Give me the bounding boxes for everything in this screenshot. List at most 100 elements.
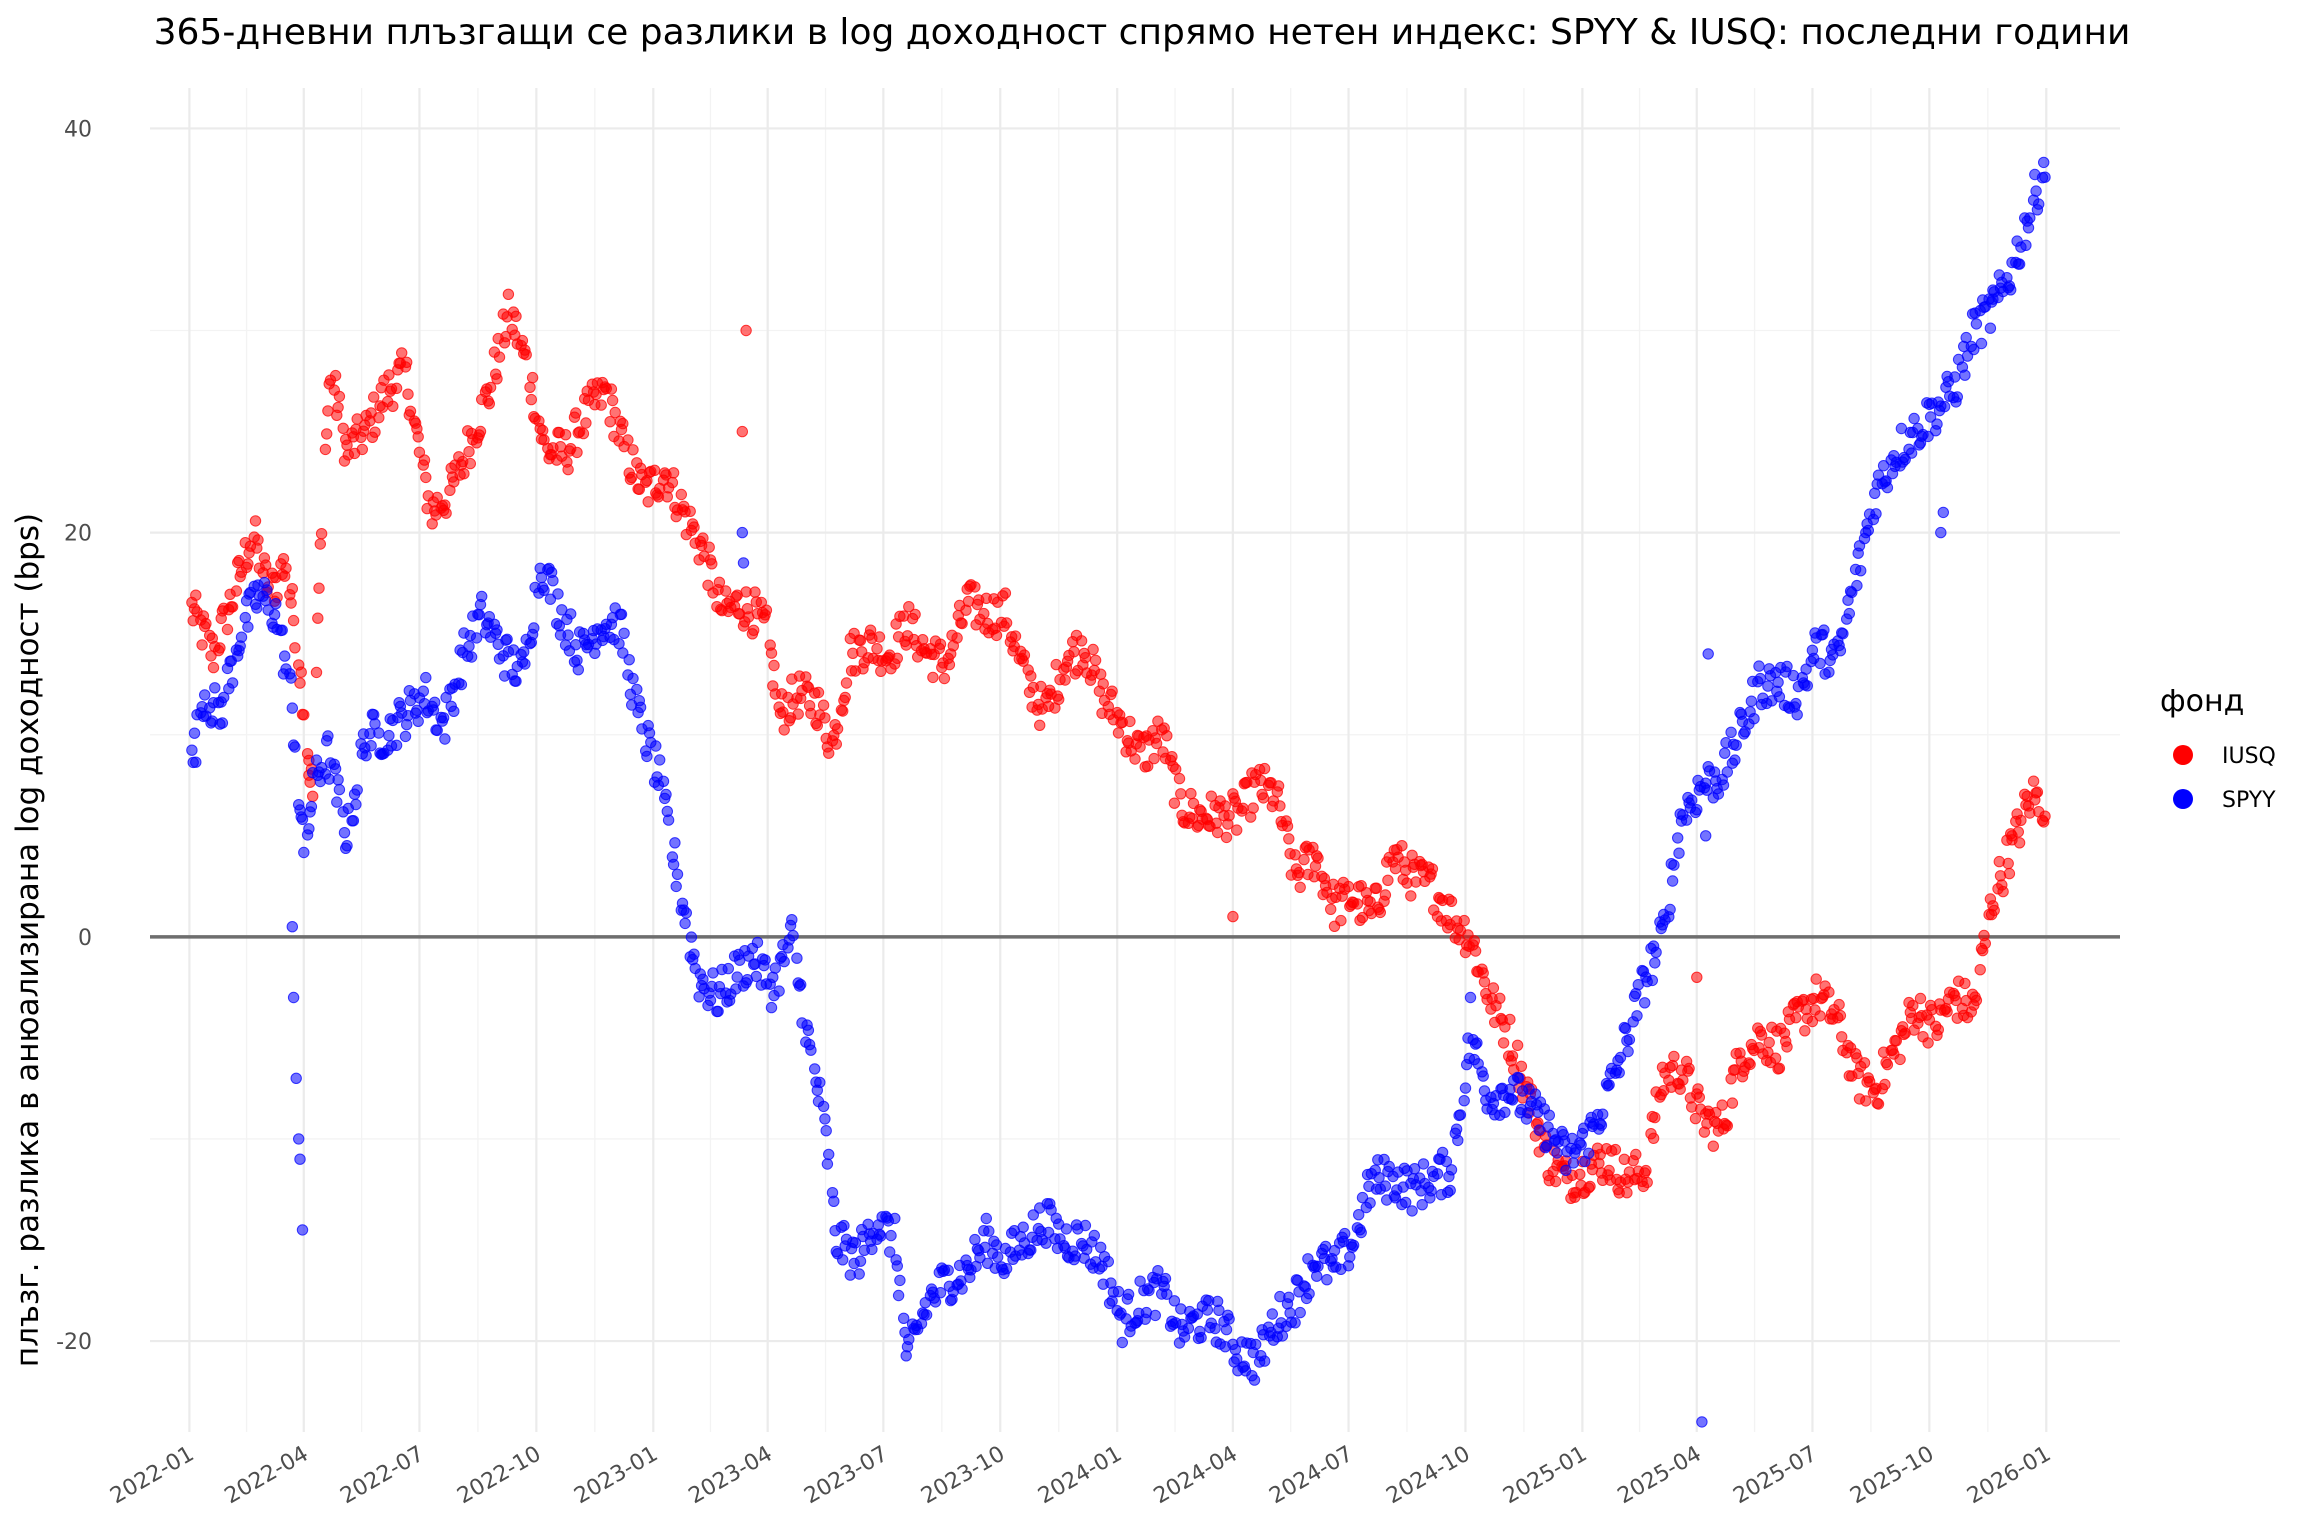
data-point bbox=[1614, 1051, 1627, 1064]
data-point bbox=[759, 954, 771, 966]
data-point bbox=[1168, 797, 1181, 809]
data-point bbox=[1017, 1221, 1029, 1233]
data-point bbox=[641, 750, 653, 763]
data-point bbox=[693, 991, 705, 1003]
data-point bbox=[713, 576, 726, 588]
data-point bbox=[1220, 1323, 1233, 1336]
legend-label-spyy: SPYY bbox=[2222, 788, 2276, 813]
data-point bbox=[909, 608, 921, 621]
data-point bbox=[760, 604, 773, 616]
data-point bbox=[333, 390, 346, 403]
data-point bbox=[875, 665, 887, 677]
data-point bbox=[777, 706, 789, 718]
data-point bbox=[1431, 1168, 1444, 1180]
data-point bbox=[491, 624, 503, 636]
data-point bbox=[903, 601, 915, 613]
data-point bbox=[296, 1224, 309, 1236]
data-point bbox=[296, 813, 309, 825]
data-point bbox=[1987, 284, 1999, 296]
data-point bbox=[368, 391, 380, 403]
data-point bbox=[802, 1024, 815, 1037]
x-tick-label: 2025-10 bbox=[1846, 1442, 1938, 1510]
data-point bbox=[1781, 1041, 1793, 1053]
data-point bbox=[1683, 1062, 1695, 1075]
data-point bbox=[1000, 1263, 1013, 1275]
data-point bbox=[642, 496, 654, 508]
y-tick-label: 20 bbox=[64, 522, 92, 547]
data-point bbox=[289, 741, 301, 753]
data-point bbox=[1550, 1175, 1562, 1188]
data-point bbox=[524, 381, 536, 393]
data-point bbox=[1112, 1285, 1125, 1298]
data-point bbox=[866, 1243, 878, 1256]
data-point bbox=[1597, 1108, 1609, 1120]
data-point bbox=[823, 1148, 835, 1161]
data-point bbox=[518, 646, 530, 658]
data-point bbox=[999, 587, 1012, 599]
data-point bbox=[1970, 994, 1983, 1007]
y-tick-label: 40 bbox=[64, 117, 92, 142]
data-point bbox=[654, 754, 666, 766]
legend-title: фонд bbox=[2160, 684, 2244, 719]
data-point bbox=[1984, 322, 1997, 334]
data-point bbox=[1379, 889, 1392, 901]
data-point bbox=[350, 798, 362, 811]
data-point bbox=[1668, 859, 1680, 871]
data-point bbox=[332, 774, 344, 786]
data-point bbox=[2039, 171, 2051, 183]
data-point bbox=[854, 634, 867, 647]
data-point bbox=[1468, 935, 1481, 947]
data-point bbox=[740, 324, 752, 337]
data-point bbox=[1647, 1132, 1660, 1145]
data-point bbox=[1223, 810, 1235, 822]
data-point bbox=[520, 349, 532, 361]
data-point bbox=[1445, 895, 1458, 907]
data-point bbox=[1079, 652, 1092, 664]
data-point bbox=[1134, 741, 1146, 753]
data-point bbox=[1321, 1274, 1333, 1286]
data-point bbox=[889, 1212, 901, 1225]
data-point bbox=[298, 709, 310, 721]
data-point bbox=[1344, 1251, 1356, 1263]
x-tick-label: 2023-10 bbox=[917, 1442, 1009, 1510]
data-point bbox=[979, 1241, 991, 1254]
data-point bbox=[1506, 1094, 1519, 1106]
data-point bbox=[1649, 957, 1661, 969]
x-tick-label: 2022-01 bbox=[106, 1442, 198, 1510]
data-point bbox=[1405, 890, 1417, 902]
data-point bbox=[1686, 794, 1698, 806]
data-point bbox=[464, 457, 476, 470]
data-point bbox=[221, 623, 234, 636]
data-point bbox=[1639, 997, 1651, 1009]
data-point bbox=[260, 594, 272, 607]
data-point bbox=[360, 750, 372, 762]
data-point bbox=[303, 823, 315, 835]
data-point bbox=[1059, 674, 1071, 686]
data-point bbox=[493, 351, 506, 363]
data-point bbox=[1060, 1223, 1073, 1235]
data-point bbox=[2005, 284, 2017, 296]
data-point bbox=[605, 383, 618, 395]
data-point bbox=[501, 633, 513, 645]
data-point bbox=[562, 463, 574, 476]
data-point bbox=[322, 730, 334, 742]
data-point bbox=[1018, 649, 1031, 661]
data-point bbox=[525, 393, 537, 406]
data-point bbox=[1168, 1295, 1181, 1307]
data-point bbox=[1721, 766, 1734, 778]
data-point bbox=[285, 672, 297, 684]
data-point bbox=[1721, 1120, 1734, 1132]
data-point bbox=[390, 739, 403, 751]
data-point bbox=[307, 790, 319, 802]
data-point bbox=[736, 425, 748, 438]
data-point bbox=[399, 730, 412, 743]
data-point bbox=[840, 677, 853, 689]
data-point bbox=[440, 507, 452, 519]
data-point bbox=[1389, 862, 1402, 875]
data-point bbox=[1185, 787, 1197, 800]
data-point bbox=[305, 800, 318, 813]
data-point bbox=[547, 575, 559, 587]
data-point bbox=[669, 837, 681, 849]
data-point bbox=[703, 541, 715, 553]
data-point bbox=[1289, 849, 1301, 861]
